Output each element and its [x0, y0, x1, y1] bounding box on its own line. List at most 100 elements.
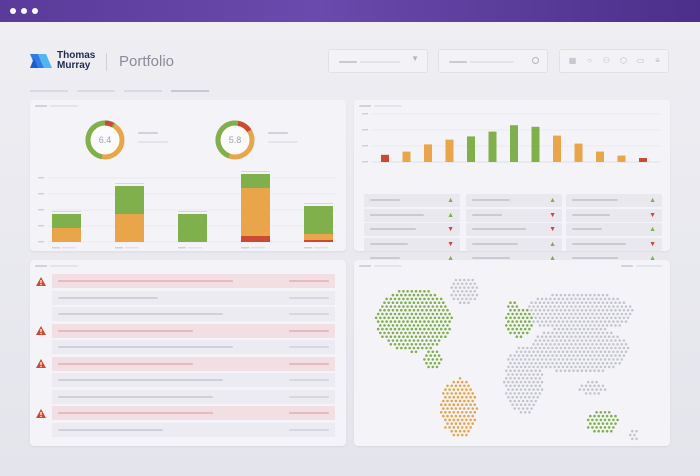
- map-dot-south-america: [458, 422, 462, 425]
- map-dot-asia: [559, 339, 563, 342]
- map-dot-russia: [591, 297, 594, 301]
- map-dot-russia: [555, 316, 558, 320]
- map-dot-north-america: [418, 320, 422, 323]
- search-icon[interactable]: ○: [587, 56, 592, 65]
- map-dot-south-america: [446, 392, 449, 395]
- map-dot-europe: [517, 316, 521, 320]
- search-input[interactable]: [438, 49, 548, 73]
- map-dot-new-zealand: [635, 437, 638, 441]
- map-dot-north-america: [391, 308, 395, 312]
- shield-icon[interactable]: ⬡: [620, 56, 627, 65]
- map-dot-africa: [538, 392, 542, 395]
- map-dot-europe-west: [507, 305, 510, 308]
- map-dot-asia: [605, 331, 609, 335]
- map-dot-north-america: [429, 339, 432, 342]
- map-dot-asia: [561, 350, 565, 354]
- warning-mark: [40, 411, 42, 415]
- map-dot-asia: [547, 361, 550, 365]
- status-row[interactable]: ▲: [566, 223, 662, 236]
- status-row[interactable]: ▼: [466, 223, 562, 236]
- map-dot-north-america: [410, 297, 414, 301]
- map-dot-europe: [523, 312, 527, 316]
- map-dot-europe: [530, 316, 533, 320]
- alert-row[interactable]: [52, 307, 335, 321]
- bar-segment-red: [304, 240, 333, 242]
- alert-row-flagged[interactable]: [52, 406, 335, 420]
- map-dot-asia: [586, 358, 590, 361]
- map-dot-south-america: [458, 384, 462, 388]
- alert-row[interactable]: [52, 389, 335, 404]
- status-row[interactable]: ▼: [566, 237, 662, 251]
- status-row[interactable]: ▼: [364, 223, 460, 236]
- map-dot-asia: [580, 369, 584, 372]
- map-dot-south-america: [450, 392, 453, 395]
- filter-dropdown[interactable]: ▼: [328, 49, 428, 73]
- chat-icon[interactable]: ▭: [636, 56, 645, 65]
- alert-row[interactable]: [52, 422, 335, 437]
- window-dot-1[interactable]: [10, 8, 16, 14]
- map-dot-russia: [616, 297, 619, 301]
- y-tick-label: [38, 225, 44, 227]
- map-dot-south-america: [454, 392, 458, 395]
- map-dot-russia: [555, 293, 558, 297]
- status-row[interactable]: ▲: [364, 194, 460, 207]
- map-dot-north-america: [444, 327, 447, 331]
- map-dot-north-america: [404, 301, 407, 304]
- map-dot-russia: [549, 297, 552, 301]
- status-row[interactable]: ▲: [466, 194, 562, 207]
- trend-up-icon: ▲: [447, 197, 454, 204]
- map-dot-north-america: [418, 305, 422, 308]
- map-dot-north-america: [439, 320, 443, 323]
- alert-row-flagged[interactable]: [52, 323, 335, 338]
- grid-icon[interactable]: ▦: [568, 56, 577, 65]
- map-dot-north-america: [395, 331, 399, 335]
- alert-row-flagged[interactable]: [52, 356, 335, 371]
- map-dot-north-america: [404, 293, 407, 297]
- map-dot-central-america: [427, 365, 430, 369]
- x-tick-sublabel: [251, 247, 265, 249]
- breadcrumb-item-2[interactable]: [77, 90, 115, 92]
- status-row[interactable]: ▼: [364, 237, 460, 251]
- map-dot-north-america: [446, 316, 449, 320]
- map-dot-south-america: [475, 407, 479, 410]
- status-row[interactable]: ▼: [566, 208, 662, 222]
- map-dot-africa: [526, 384, 529, 388]
- map-dot-europe: [526, 308, 529, 312]
- window-dot-3[interactable]: [32, 8, 38, 14]
- map-dot-africa: [513, 384, 516, 388]
- menu-icon[interactable]: ≡: [655, 56, 660, 65]
- map-dot-central-america: [437, 361, 441, 365]
- alert-row[interactable]: [52, 373, 335, 387]
- x-tick-sublabel: [62, 247, 76, 249]
- status-row[interactable]: ▲: [364, 208, 460, 222]
- breadcrumb-item-3[interactable]: [124, 90, 162, 92]
- alert-row[interactable]: [52, 340, 335, 354]
- map-dot-indonesia: [580, 384, 584, 388]
- map-dot-new-zealand: [633, 433, 636, 437]
- map-dot-australia: [593, 429, 596, 433]
- breadcrumb-item-4[interactable]: [171, 90, 209, 92]
- breadcrumb-item-1[interactable]: [30, 90, 68, 92]
- map-dot-north-america: [376, 320, 380, 323]
- map-dot-australia: [603, 426, 607, 429]
- map-dot-africa: [519, 350, 523, 354]
- window-dot-2[interactable]: [21, 8, 27, 14]
- dropdown-placeholder-secondary: [360, 61, 400, 63]
- map-dot-north-america: [374, 316, 378, 320]
- map-dot-asia: [572, 346, 575, 350]
- status-row[interactable]: ▲: [466, 237, 562, 251]
- map-dot-north-america: [381, 320, 384, 323]
- map-dot-asia: [553, 350, 556, 354]
- score-a-value: 6.4: [99, 135, 112, 145]
- alert-row[interactable]: [52, 290, 335, 305]
- map-dot-europe: [509, 331, 512, 335]
- user-icon[interactable]: ⚇: [602, 56, 611, 65]
- alert-row-flagged[interactable]: [52, 274, 335, 288]
- status-row[interactable]: ▲: [566, 194, 662, 207]
- status-row[interactable]: ▼: [466, 208, 562, 222]
- alert-row-value: [289, 280, 329, 282]
- map-dot-africa: [528, 365, 531, 369]
- map-dot-europe: [515, 335, 519, 338]
- map-dot-africa: [526, 346, 529, 350]
- map-dot-russia: [626, 308, 630, 312]
